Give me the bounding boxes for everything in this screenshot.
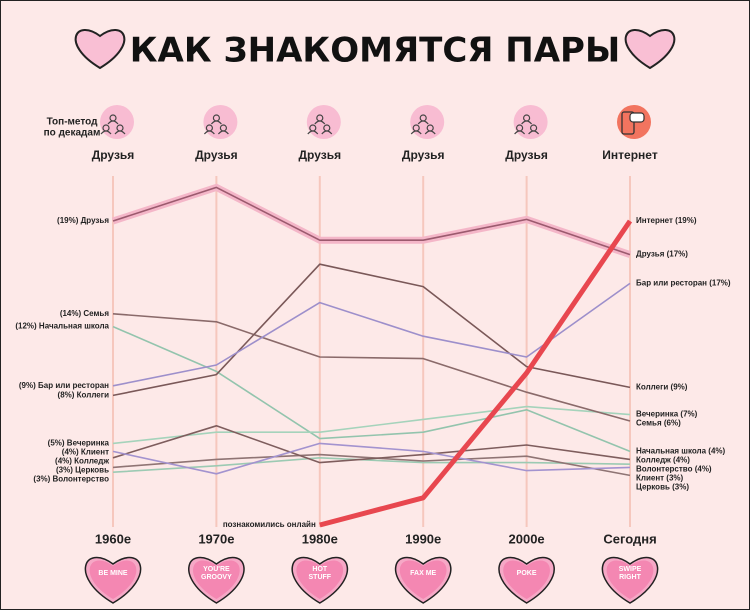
person-icon: [521, 120, 533, 125]
phone-icon: [621, 111, 635, 135]
person-icon: [107, 120, 119, 125]
method-label: Топ-метод: [47, 117, 99, 128]
person-icon: [100, 130, 112, 135]
method-icon-bg: [203, 105, 238, 139]
top-method: Друзья: [92, 148, 135, 162]
candy-text: HOT: [312, 566, 328, 573]
start-label: (8%) Коллеги: [58, 391, 110, 400]
end-label: Колледж (4%): [636, 456, 690, 465]
person-icon: [528, 130, 540, 135]
candy-text: RIGHT: [619, 574, 642, 581]
top-method: Друзья: [299, 148, 342, 162]
line: [112, 405, 631, 445]
start-label: (5%) Вечеринка: [48, 439, 110, 448]
method-icon-bg: [100, 105, 134, 139]
candy-text: BE MINE: [98, 570, 128, 577]
x-tick-label: 1970е: [198, 531, 234, 546]
candy-text: STUFF: [309, 574, 332, 581]
top-method: Друзья: [402, 148, 445, 162]
line: [112, 425, 631, 464]
person-icon: [203, 130, 215, 135]
end-label: Клиент (3%): [636, 474, 684, 483]
person-icon: [314, 120, 326, 125]
start-label: (4%) Колледж: [55, 457, 109, 466]
line: [112, 325, 631, 453]
end-label: Друзья (17%): [636, 250, 688, 259]
end-label: Бар или ресторан (17%): [636, 279, 731, 288]
line: [112, 313, 631, 422]
person-icon: [514, 130, 526, 135]
person-icon: [217, 130, 229, 135]
candy-heart-inner: [606, 560, 654, 599]
end-label: Вечеринка (7%): [636, 410, 698, 419]
end-label: Коллеги (9%): [636, 383, 688, 392]
start-label: познакомились онлайн: [223, 520, 316, 529]
candy-text: GROOVY: [201, 574, 232, 581]
line: [112, 186, 631, 256]
line: [319, 219, 633, 528]
end-label: Волонтерство (4%): [636, 465, 712, 474]
start-label: (12%) Начальная школа: [15, 322, 109, 331]
candy-text: FAX ME: [410, 570, 436, 577]
candy-text: POKE: [517, 570, 537, 577]
x-tick-label: 1980е: [302, 531, 338, 546]
end-label: Семья (6%): [636, 419, 681, 428]
start-label: (4%) Клиент: [62, 448, 109, 457]
start-label: (3%) Церковь: [56, 466, 109, 475]
line: [112, 263, 631, 397]
top-method: Интернет: [602, 148, 658, 162]
method-icon-bg: [410, 105, 445, 139]
person-icon: [424, 130, 436, 135]
start-label: (9%) Бар или ресторан: [19, 381, 109, 390]
candy-heart-inner: [503, 560, 550, 599]
x-tick-label: 2000е: [509, 531, 545, 546]
heart-icon: [74, 29, 126, 70]
start-label: (14%) Семья: [60, 309, 110, 318]
candy-text: SWIPE: [619, 566, 642, 573]
x-tick-label: 1960е: [95, 531, 131, 546]
person-icon: [114, 130, 126, 135]
chart-title: КАК ЗНАКОМЯТСЯ ПАРЫ: [130, 31, 620, 71]
method-label: по декадам: [44, 128, 101, 139]
person-icon: [410, 130, 422, 135]
x-tick-label: Сегодня: [603, 531, 656, 546]
line: [112, 442, 631, 475]
person-icon: [417, 120, 429, 125]
end-label: Начальная школа (4%): [636, 447, 726, 456]
person-icon: [210, 120, 222, 125]
x-tick-label: 1990е: [405, 531, 441, 546]
person-icon: [307, 130, 319, 135]
top-method: Друзья: [195, 148, 238, 162]
candy-heart-inner: [296, 560, 344, 599]
chat-icon: [629, 112, 645, 123]
candy-text: YOU'RE: [203, 566, 230, 573]
start-label: (19%) Друзья: [57, 216, 109, 225]
top-method: Друзья: [505, 148, 548, 162]
candy-heart-inner: [89, 560, 137, 599]
end-label: Интернет (19%): [636, 216, 697, 225]
candy-heart-inner: [193, 560, 240, 599]
line: [112, 457, 631, 473]
method-icon-bg: [513, 105, 548, 139]
person-icon: [321, 130, 333, 135]
end-label: Церковь (3%): [636, 483, 689, 492]
method-icon-bg: [306, 105, 341, 139]
candy-heart-inner: [399, 560, 447, 599]
start-label: (3%) Волонтерство: [33, 475, 109, 484]
heart-icon: [624, 29, 676, 70]
